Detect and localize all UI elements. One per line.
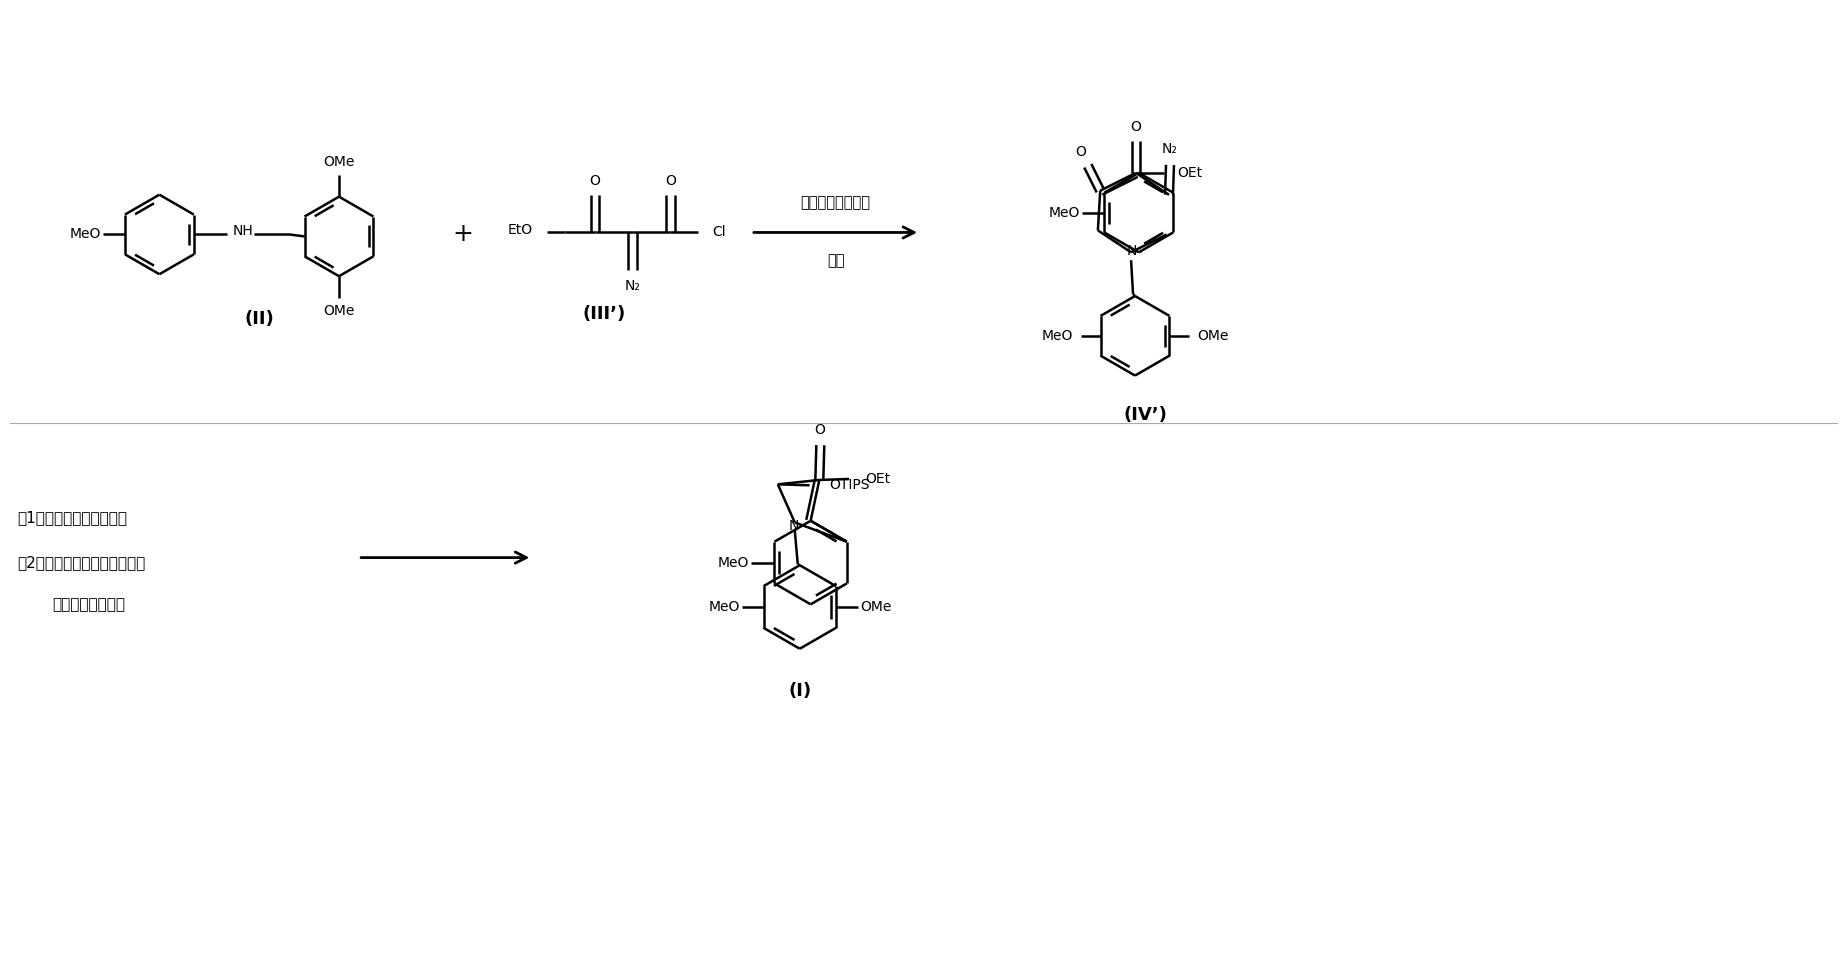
Text: +: + — [453, 223, 473, 246]
Text: (II): (II) — [244, 310, 273, 328]
Text: (I): (I) — [789, 682, 811, 701]
Text: 冰浴: 冰浴 — [827, 253, 844, 268]
Text: （2）三异丙基三氟甲磺酸酯，: （2）三异丙基三氟甲磺酸酯， — [17, 555, 146, 570]
Text: Cl: Cl — [713, 226, 726, 239]
Text: MeO: MeO — [70, 228, 102, 241]
Text: OEt: OEt — [864, 472, 890, 486]
Text: (III’): (III’) — [582, 305, 626, 323]
Text: NH: NH — [233, 225, 253, 238]
Text: MeO: MeO — [1049, 205, 1080, 220]
Text: N: N — [789, 520, 800, 533]
Text: MeO: MeO — [709, 600, 741, 614]
Text: OMe: OMe — [323, 155, 355, 169]
Text: OMe: OMe — [323, 304, 355, 318]
Text: O: O — [665, 174, 676, 188]
Text: N₂: N₂ — [1162, 142, 1178, 156]
Text: 三乙胺，二氯甲烷: 三乙胺，二氯甲烷 — [52, 596, 126, 612]
Text: EtO: EtO — [508, 224, 532, 237]
Text: MeO: MeO — [717, 556, 748, 569]
Text: MeO: MeO — [1042, 329, 1073, 342]
Text: （1）醋酸鎔，三氟乙酰胺: （1）醋酸鎔，三氟乙酰胺 — [17, 510, 127, 525]
Text: O: O — [815, 423, 826, 437]
Text: N₂: N₂ — [624, 279, 641, 293]
Text: OMe: OMe — [1197, 329, 1228, 342]
Text: OEt: OEt — [1178, 165, 1202, 180]
Text: 三乙胺，二氯甲烷: 三乙胺，二氯甲烷 — [800, 196, 870, 210]
Text: (IV’): (IV’) — [1123, 407, 1167, 424]
Text: OMe: OMe — [861, 600, 890, 614]
Text: O: O — [1075, 145, 1086, 159]
Text: O: O — [1130, 120, 1141, 134]
Text: O: O — [589, 174, 600, 188]
Text: OTIPS: OTIPS — [829, 479, 870, 492]
Text: N: N — [1127, 244, 1138, 258]
